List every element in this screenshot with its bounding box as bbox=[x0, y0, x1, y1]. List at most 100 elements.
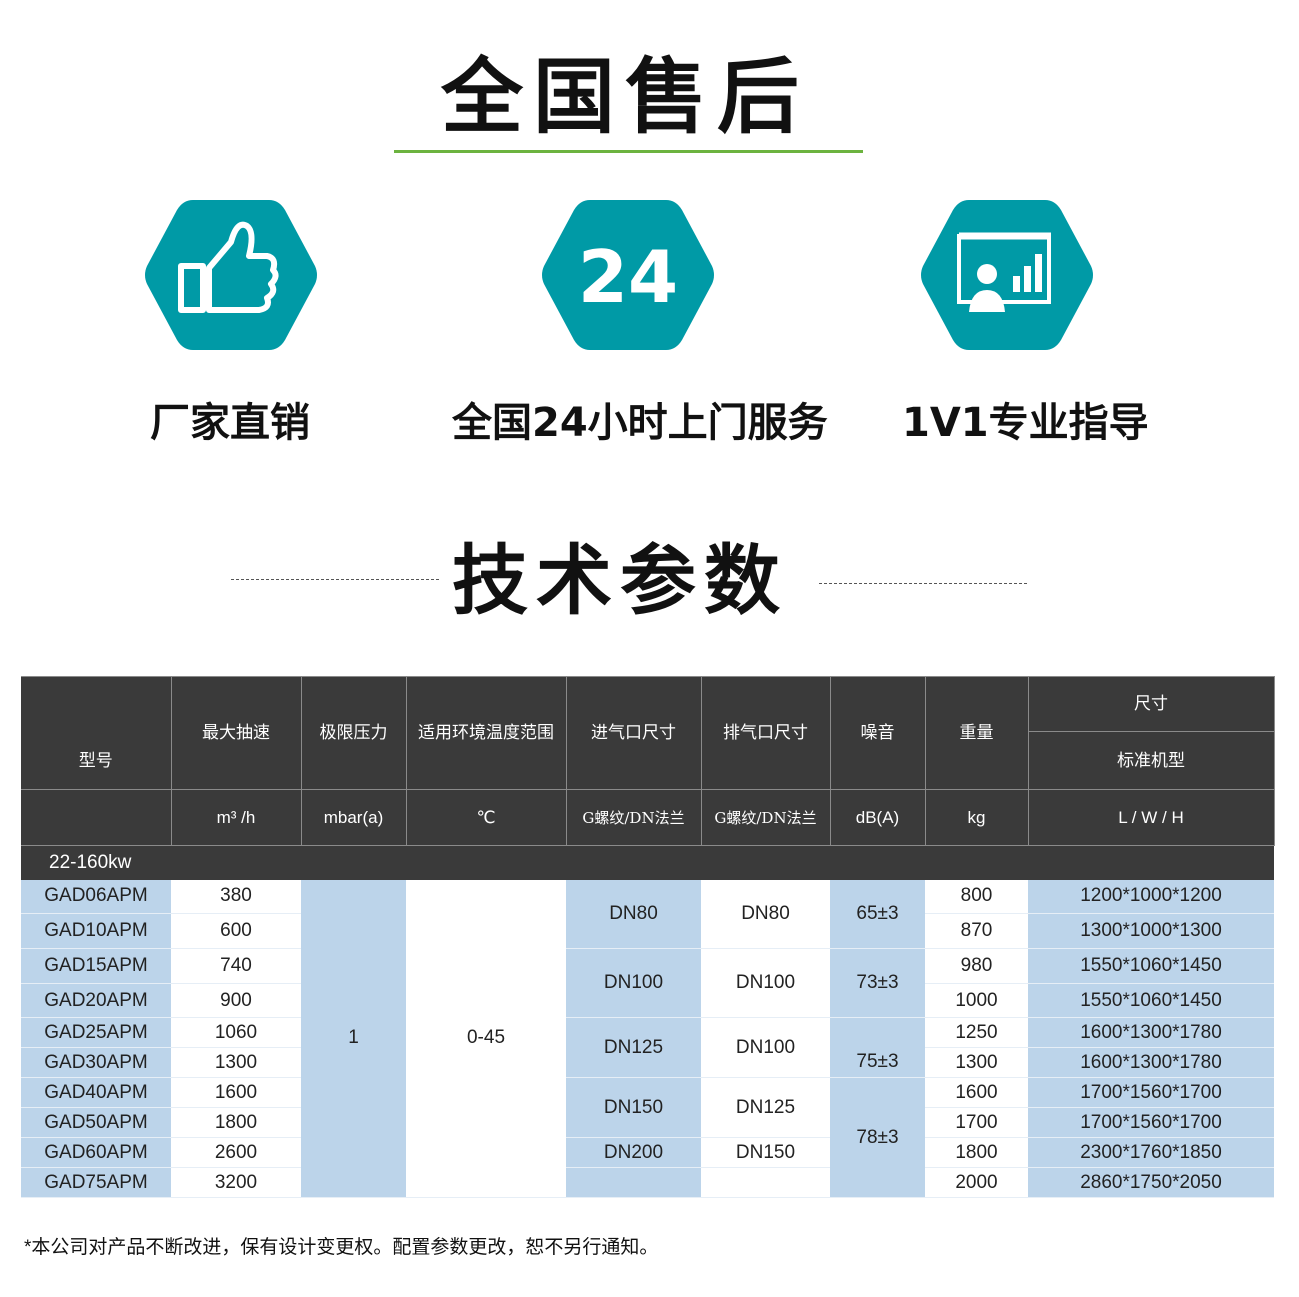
cell-size: 2860*1750*2050 bbox=[1028, 1167, 1274, 1198]
feature-label-1v1-guidance: 1V1专业指导 bbox=[902, 400, 1149, 446]
cell-size: 1200*1000*1200 bbox=[1028, 879, 1274, 914]
feature-label-24h-service: 全国24小时上门服务 bbox=[452, 400, 828, 446]
cell-temperature: 0-45 bbox=[406, 879, 566, 1198]
cell-weight: 1700 bbox=[925, 1107, 1028, 1138]
cell-size: 1600*1300*1780 bbox=[1028, 1047, 1274, 1078]
cell-size: 2300*1760*1850 bbox=[1028, 1137, 1274, 1168]
header-model: 型号 bbox=[21, 676, 172, 790]
24-hours-icon: 24 bbox=[542, 200, 714, 350]
cell-speed: 900 bbox=[171, 983, 301, 1018]
cell-model: GAD25APM bbox=[21, 1017, 171, 1048]
cell-speed: 2600 bbox=[171, 1137, 301, 1168]
cell-size: 1550*1060*1450 bbox=[1028, 948, 1274, 984]
cell-size: 1550*1060*1450 bbox=[1028, 983, 1274, 1018]
header-outlet: 排气口尺寸 bbox=[700, 676, 831, 790]
cell-model: GAD15APM bbox=[21, 948, 171, 984]
cell-weight: 870 bbox=[925, 913, 1028, 949]
cell-speed: 600 bbox=[171, 913, 301, 949]
cell-model: GAD75APM bbox=[21, 1167, 171, 1198]
cell-weight: 2000 bbox=[925, 1167, 1028, 1198]
cell-weight: 1250 bbox=[925, 1017, 1028, 1048]
section-title: 技术参数 bbox=[452, 536, 788, 625]
table-row: GAD30APM 1300 1300 1600*1300*1780 bbox=[21, 1047, 1274, 1078]
table-row: GAD75APM 3200 2000 2860*1750*2050 bbox=[21, 1167, 1274, 1198]
cell-weight: 1300 bbox=[925, 1047, 1028, 1078]
cell-speed: 1060 bbox=[171, 1017, 301, 1048]
unit-outlet: G螺纹/DN法兰 bbox=[700, 789, 831, 846]
cell-speed: 1600 bbox=[171, 1077, 301, 1108]
cell-model: GAD06APM bbox=[21, 879, 171, 914]
unit-pressure: mbar(a) bbox=[300, 789, 407, 846]
unit-temperature: ℃ bbox=[405, 789, 567, 846]
cell-noise: 75±3 bbox=[830, 1017, 925, 1078]
cell-model: GAD50APM bbox=[21, 1107, 171, 1138]
cell-model: GAD10APM bbox=[21, 913, 171, 949]
table-row: GAD15APM 740 DN100 DN100 73±3 980 1550*1060*14… bbox=[21, 948, 1274, 1018]
cell-speed: 1800 bbox=[171, 1107, 301, 1138]
cell-inlet: DN200 bbox=[566, 1137, 701, 1168]
cell-speed: 380 bbox=[171, 879, 301, 914]
cell-model: GAD20APM bbox=[21, 983, 171, 1018]
unit-inlet: G螺纹/DN法兰 bbox=[565, 789, 702, 846]
cell-weight: 1600 bbox=[925, 1077, 1028, 1108]
cell-model: GAD40APM bbox=[21, 1077, 171, 1108]
cell-model: GAD60APM bbox=[21, 1137, 171, 1168]
table-row: GAD06APM 380 1 0-45 DN80 DN80 65±3 800 1200*1000… bbox=[21, 879, 1274, 1198]
cell-size: 1700*1560*1700 bbox=[1028, 1107, 1274, 1138]
page-title: 全国售后 bbox=[440, 50, 809, 145]
svg-text:24: 24 bbox=[578, 235, 678, 319]
cell-model: GAD30APM bbox=[21, 1047, 171, 1078]
cell-inlet: DN125 bbox=[566, 1017, 701, 1078]
group-label: 22-160kw bbox=[21, 845, 1274, 880]
header-temperature: 适用环境温度范围 bbox=[405, 676, 567, 790]
header-size: 尺寸 bbox=[1027, 676, 1275, 732]
cell-weight: 980 bbox=[925, 948, 1028, 984]
header-weight: 重量 bbox=[924, 676, 1029, 790]
cell-weight: 1800 bbox=[925, 1137, 1028, 1168]
header-standard-model: 标准机型 bbox=[1027, 731, 1275, 790]
feature-label-direct-sales: 厂家直销 bbox=[150, 400, 310, 446]
cell-noise: 65±3 bbox=[830, 879, 925, 949]
cell-inlet: DN150 bbox=[566, 1077, 701, 1138]
unit-model bbox=[21, 789, 172, 846]
cell-outlet: DN150 bbox=[701, 1137, 830, 1168]
table-row: GAD20APM 900 1000 1550*1060*1450 bbox=[21, 983, 1274, 1018]
table-row: GAD60APM 2600 DN200 DN150 1800 2300*1760*1850 bbox=[21, 1137, 1274, 1168]
disclaimer-note: *本公司对产品不断改进，保有设计变更权。配置参数更改，恕不另行通知。 bbox=[24, 1237, 659, 1258]
header-inlet: 进气口尺寸 bbox=[565, 676, 702, 790]
cell-noise: 78±3 bbox=[830, 1077, 925, 1198]
divider-left bbox=[231, 579, 439, 580]
table-row: GAD50APM 1800 1700 1700*1560*1700 bbox=[21, 1107, 1274, 1138]
cell-size: 1700*1560*1700 bbox=[1028, 1077, 1274, 1108]
cell-outlet: DN125 bbox=[701, 1077, 830, 1138]
cell-outlet bbox=[701, 1167, 830, 1198]
cell-pressure: 1 bbox=[301, 879, 406, 1198]
unit-size: L / W / H bbox=[1027, 789, 1275, 846]
cell-outlet: DN100 bbox=[701, 1017, 830, 1078]
header-noise: 噪音 bbox=[829, 676, 926, 790]
unit-speed: m³ /h bbox=[170, 789, 302, 846]
cell-noise: 73±3 bbox=[830, 948, 925, 1018]
presentation-icon bbox=[921, 200, 1093, 350]
table-row: GAD10APM 600 870 1300*1000*1300 bbox=[21, 913, 1274, 949]
cell-inlet bbox=[566, 1167, 701, 1198]
cell-outlet: DN100 bbox=[701, 948, 830, 1018]
cell-speed: 740 bbox=[171, 948, 301, 984]
cell-weight: 1000 bbox=[925, 983, 1028, 1018]
cell-size: 1300*1000*1300 bbox=[1028, 913, 1274, 949]
table-row: GAD40APM 1600 DN150 DN125 78±3 1600 1700*1560*… bbox=[21, 1077, 1274, 1198]
thumbs-up-icon bbox=[145, 200, 317, 350]
cell-inlet: DN80 bbox=[566, 879, 701, 949]
cell-speed: 1300 bbox=[171, 1047, 301, 1078]
cell-weight: 800 bbox=[925, 879, 1028, 914]
cell-outlet: DN80 bbox=[701, 879, 830, 949]
header-max-speed: 最大抽速 bbox=[170, 676, 302, 790]
title-underline bbox=[394, 150, 863, 153]
unit-weight: kg bbox=[924, 789, 1029, 846]
divider-right bbox=[819, 583, 1027, 584]
spec-table: 型号 最大抽速 极限压力 适用环境温度范围 进气口尺寸 排气口尺寸 噪音 重量 … bbox=[21, 676, 1275, 1198]
header-ultimate-pressure: 极限压力 bbox=[300, 676, 407, 790]
cell-speed: 3200 bbox=[171, 1167, 301, 1198]
cell-size: 1600*1300*1780 bbox=[1028, 1017, 1274, 1048]
table-row: GAD25APM 1060 DN125 DN100 75±3 1250 1600*1300*… bbox=[21, 1017, 1274, 1078]
